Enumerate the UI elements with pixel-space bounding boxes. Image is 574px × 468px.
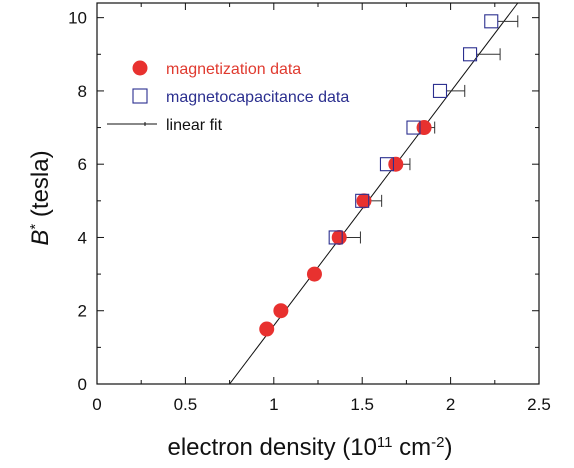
plot-frame [96,2,540,385]
y-tick-label: 0 [78,375,87,394]
axis-ticks: 0 0.5 1 1.5 2 2.5 0 2 4 6 8 10 [68,3,551,414]
magnetocapacitance-point [406,120,421,135]
magnetocapacitance-point [484,14,499,29]
magnetocapacitance-point [432,83,448,98]
y-tick-label: 4 [78,228,87,247]
y-tick-label: 10 [68,9,87,28]
linear-fit-group [229,2,519,385]
y-tick-label: 6 [78,155,87,174]
x-tick-label: 0.5 [174,395,198,414]
magnetization-point [388,156,404,172]
magnetization-point [273,303,289,319]
linear-fit-line [229,2,519,385]
magnetocapacitance-point [328,230,343,245]
legend-label: magnetization data [166,61,301,78]
legend-marker-square [132,88,148,104]
x-tick-label: 2 [446,395,455,414]
magnetization-point [331,229,347,245]
legend-label: magnetocapacitance data [166,89,349,106]
legend-marker-circle [132,60,148,76]
y-axis-label: B* (tesla) [27,150,55,245]
x-tick-label: 1.5 [350,395,374,414]
plot-frame-border [96,2,540,385]
x-axis-label: electron density (1011 cm-2) [167,434,452,462]
magnetocapacitance-point [355,193,370,208]
magnetization-point [416,120,432,136]
y-tick-label: 2 [78,302,87,321]
x-tick-label: 1 [269,395,278,414]
y-tick-label: 8 [78,82,87,101]
x-tick-label: 2.5 [527,395,551,414]
magnetization-point [259,321,275,337]
legend: magnetization data magnetocapacitance dat… [107,60,349,134]
magnetocapacitance-point [379,157,395,172]
magnetization-point [306,266,322,282]
legend-label: linear fit [166,117,223,134]
data-markers [259,14,499,337]
magnetocapacitance-point [462,47,478,62]
magnetization-point [356,193,372,209]
x-tick-label: 0 [92,395,101,414]
